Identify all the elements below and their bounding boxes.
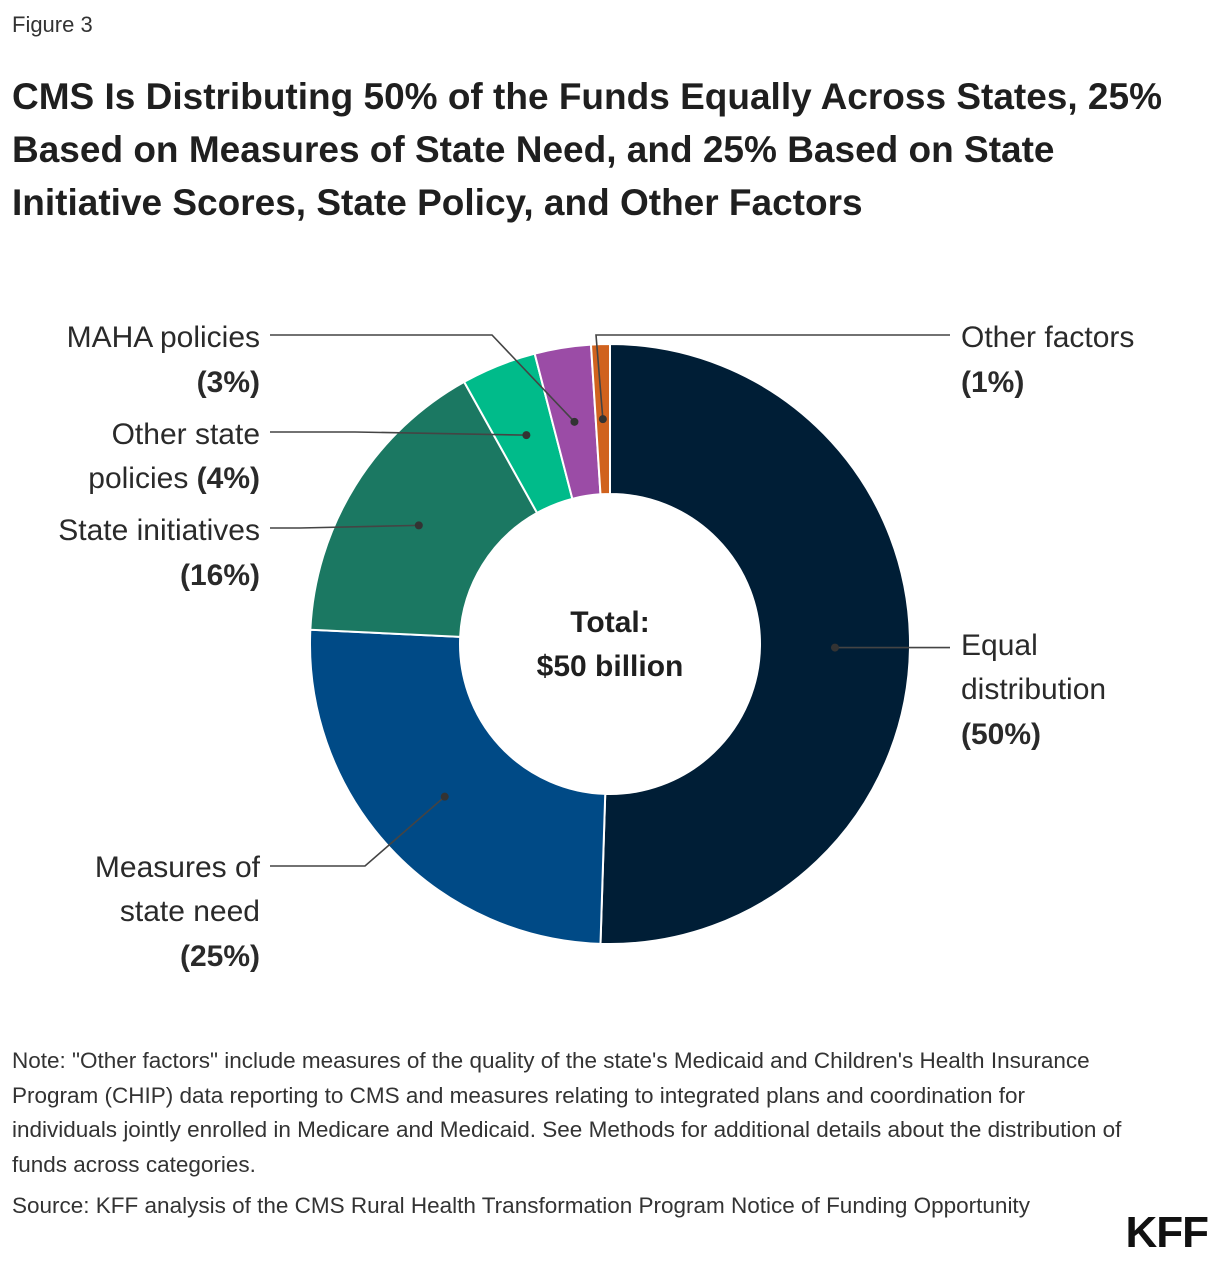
label-state-need-line2: state need [120,895,260,928]
label-equal-distribution-pct: (50%) [961,718,1041,751]
leader-state-need-dot [440,792,449,801]
label-other-factors-pct: (1%) [961,366,1024,399]
label-state-initiatives-line1: State initiatives [58,514,260,547]
label-state-need-pct: (25%) [180,940,260,973]
leader-other-factors-dot [598,415,607,424]
leader-maha-policies-dot [570,417,579,426]
label-other-state-policies-line2: policies (4%) [88,462,260,495]
chart-source: Source: KFF analysis of the CMS Rural He… [12,1193,1030,1218]
slice-measures-of-state-need [309,628,607,945]
leader-other-factors [595,334,950,420]
label-equal-distribution-line1: Equal [961,629,1038,662]
center-label-line2: $50 billion [537,650,684,683]
leader-lines [270,334,950,867]
label-other-state-policies-pct: (4%) [197,462,260,495]
label-other-factors-line1: Other factors [961,321,1134,354]
slice-equal-distribution [599,342,911,945]
slice-state-initiatives [309,380,539,638]
label-other-state-policies-line1: Other state [112,418,260,451]
leader-state-need [270,796,446,867]
leader-maha-policies [270,334,576,423]
label-other-state-policies-word: policies [88,462,196,495]
chart-note: Note: "Other factors" include measures o… [12,1048,1122,1177]
leader-state-initiatives-dot [414,521,423,530]
figure-label: Figure 3 [12,12,93,37]
label-state-need-line1: Measures of [95,851,261,884]
leader-other-state-policies [270,431,527,436]
donut-slices [309,342,911,945]
leader-equal-distribution-dot [830,643,839,652]
leader-state-initiatives [270,524,419,529]
kff-logo: KFF [1125,1208,1209,1257]
label-maha-policies-line1: MAHA policies [67,321,260,354]
chart-title: CMS Is Distributing 50% of the Funds Equ… [12,76,1162,223]
label-maha-policies-pct: (3%) [197,366,260,399]
label-equal-distribution-line2: distribution [961,673,1106,706]
label-state-initiatives-pct: (16%) [180,559,260,592]
center-label-line1: Total: [570,606,649,639]
leader-other-state-policies-dot [522,431,531,440]
